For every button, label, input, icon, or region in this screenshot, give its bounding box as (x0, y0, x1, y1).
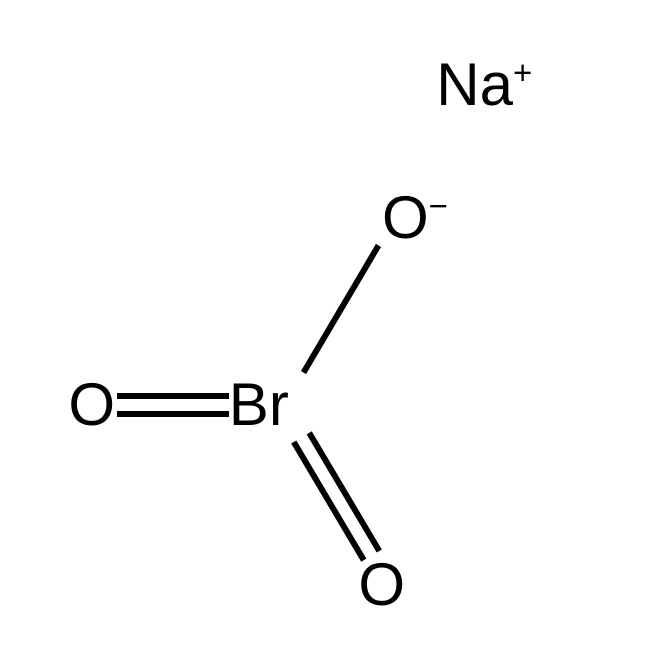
atom-o-down: O (358, 550, 405, 619)
bond-layer (0, 0, 650, 650)
atom-br: Br (229, 370, 289, 439)
atom-o-left: O (68, 370, 115, 439)
atom-o-left-label: O (68, 371, 115, 438)
atom-o-neg-charge: − (429, 187, 448, 224)
atom-na-label: Na (436, 51, 513, 118)
atom-br-label: Br (229, 371, 289, 438)
atom-na: Na+ (436, 50, 532, 119)
atom-o-neg-label: O (382, 184, 429, 251)
atom-o-down-label: O (358, 551, 405, 618)
atom-na-charge: + (513, 54, 532, 91)
molecule-diagram: Na+ O− Br O O (0, 0, 650, 650)
atom-o-neg: O− (382, 183, 448, 252)
